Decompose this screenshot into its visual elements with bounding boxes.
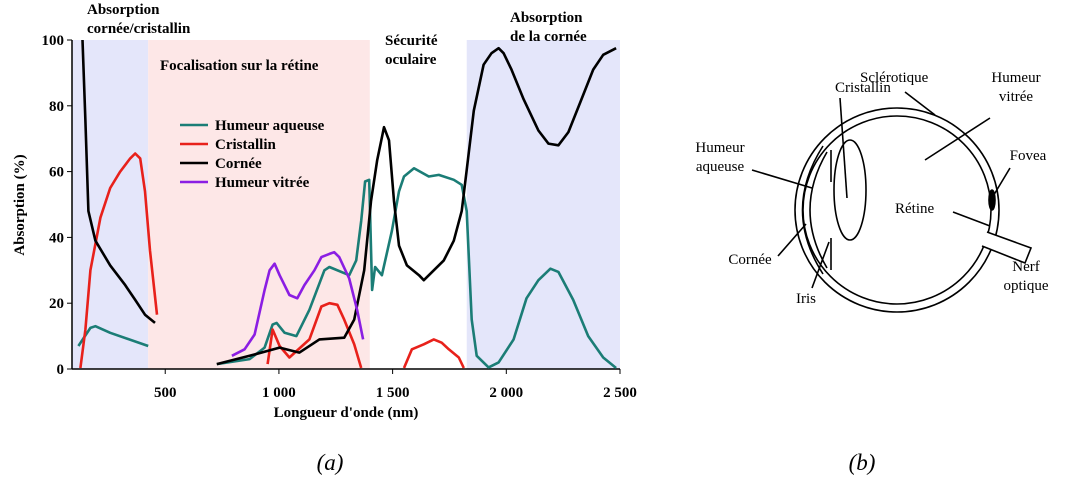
cornea-inner [809, 151, 828, 269]
series-line [81, 39, 617, 366]
region-label: de la cornée [510, 29, 587, 45]
diagram-label: optique [1004, 278, 1049, 294]
region [369, 40, 467, 369]
diagram-label: Cristallin [835, 80, 891, 96]
leader [904, 91, 936, 116]
caption: (b) [849, 450, 876, 475]
optic-nerve [981, 231, 1033, 265]
series-line [231, 250, 365, 357]
y-tick-label: 0 [57, 362, 65, 378]
leader [952, 211, 991, 227]
caption: (a) [317, 450, 344, 475]
region [466, 40, 620, 369]
y-tick-label: 100 [42, 33, 65, 49]
region-label: cornée/cristallin [87, 21, 191, 37]
leader [839, 97, 848, 199]
y-tick-label: 80 [49, 99, 64, 115]
series-line [77, 167, 617, 370]
series-line [79, 152, 465, 369]
lens [833, 139, 867, 241]
legend-label: Humeur vitrée [215, 175, 310, 191]
leader [751, 169, 813, 189]
chart: Absorption cornée/cristallin Focalisation … [12, 2, 637, 475]
y-tick-label: 60 [49, 165, 64, 181]
region-label: Absorption [510, 10, 583, 26]
region-label: oculaire [385, 52, 437, 68]
leader [811, 241, 830, 289]
legend-label: Cornée [215, 156, 262, 172]
diagram-label: Cornée [728, 252, 772, 268]
region-label: Focalisation sur la rétine [160, 58, 319, 74]
cornea-outer [801, 145, 824, 275]
y-tick-label: 20 [49, 296, 64, 312]
legend-label: Cristallin [215, 137, 276, 153]
diagram-label: Humeur [695, 140, 744, 156]
x-tick-label: 2 500 [603, 385, 637, 401]
region-label: Sécurité [385, 33, 438, 49]
sclera-outline [794, 107, 1000, 313]
leader [924, 117, 991, 161]
x-axis-label: Longueur d'onde (nm) [274, 405, 419, 421]
diagram-label: Nerf [1012, 259, 1039, 275]
leader [777, 223, 807, 257]
eye-diagram [751, 91, 1033, 313]
leader [991, 167, 1011, 199]
diagram-label: Fovea [1010, 148, 1047, 164]
diagram-label: vitrée [999, 89, 1033, 105]
diagram-label: Iris [796, 291, 816, 307]
y-tick-label: 40 [49, 230, 64, 246]
x-tick-label: 1 500 [376, 385, 410, 401]
x-tick-label: 500 [154, 385, 177, 401]
diagram-label: Rétine [895, 201, 934, 217]
legend-label: Humeur aqueuse [215, 118, 325, 134]
region-label: Absorption [87, 2, 160, 18]
x-tick-label: 1 000 [262, 385, 296, 401]
diagram-label: Sclérotique [860, 70, 929, 86]
y-axis-label: Absorption (%) [12, 154, 28, 255]
x-tick-label: 2 000 [489, 385, 523, 401]
diagram-label: Humeur [991, 70, 1040, 86]
diagram-label: aqueuse [696, 159, 745, 175]
